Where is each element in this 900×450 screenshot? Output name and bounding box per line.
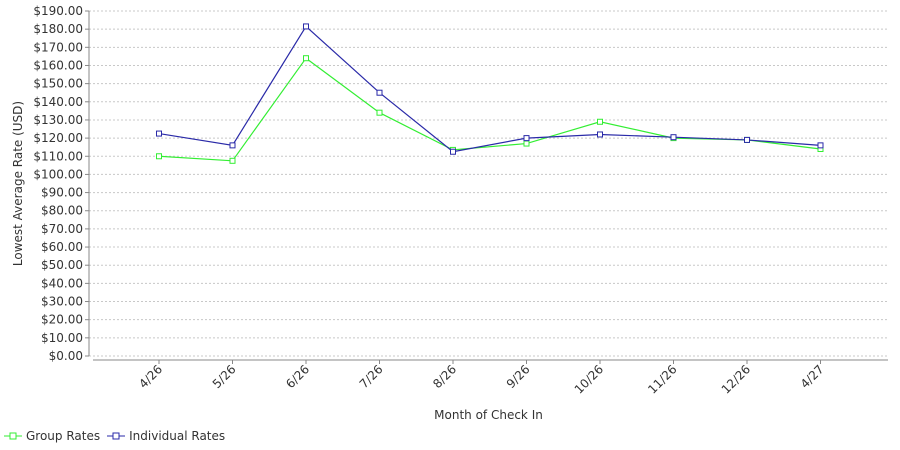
series-layer	[156, 23, 824, 164]
y-axis-title: Lowest Average Rate (USD)	[11, 101, 25, 266]
data-point[interactable]	[450, 148, 456, 155]
data-point[interactable]	[156, 130, 162, 137]
x-tick-label: 11/26	[645, 362, 679, 396]
y-tick-label: $160.00	[33, 58, 83, 72]
data-point[interactable]	[744, 136, 750, 143]
data-point[interactable]	[670, 134, 677, 141]
series-individual-rates	[156, 23, 824, 155]
y-tick-label: $120.00	[33, 131, 83, 145]
y-tick-label: $40.00	[41, 276, 83, 290]
data-point[interactable]	[376, 109, 383, 116]
series-line	[158, 25, 821, 153]
y-tick-label: $50.00	[41, 258, 83, 272]
data-point[interactable]	[523, 135, 530, 142]
y-tick-label: $190.00	[33, 4, 83, 18]
data-point[interactable]	[156, 153, 162, 160]
x-tick-label: 5/26	[210, 362, 239, 391]
y-tick-label: $130.00	[33, 113, 83, 127]
legend-label-group-rates: Group Rates	[26, 429, 101, 443]
y-tick-label: $150.00	[33, 77, 83, 91]
y-tick-label: $170.00	[33, 40, 83, 54]
y-tick-label: $140.00	[33, 95, 83, 109]
x-tick-label: 6/26	[283, 362, 312, 391]
data-point[interactable]	[229, 157, 236, 164]
data-point[interactable]	[229, 142, 236, 149]
series-group-rates	[156, 55, 824, 164]
data-point[interactable]	[376, 89, 383, 96]
x-tick-label: 4/26	[136, 362, 165, 391]
grid-lines	[89, 10, 888, 357]
line-chart: $0.00 $10.00 $20.00 $30.00 $40.00 $50.00 $60.0…	[11, 4, 888, 422]
legend: Group Rates Individual Rates	[4, 429, 232, 443]
data-point[interactable]	[817, 142, 824, 149]
x-axis-ticks: 4/26 5/26 6/26 7/26 8/26 9/26 10/26 11/26 12/26 4…	[136, 360, 827, 397]
y-tick-label: $110.00	[33, 149, 83, 163]
y-tick-label: $180.00	[33, 22, 83, 36]
y-tick-label: $90.00	[41, 186, 83, 200]
y-tick-label: $70.00	[41, 222, 83, 236]
y-tick-label: $80.00	[41, 204, 83, 218]
x-tick-label: 9/26	[504, 362, 533, 391]
x-tick-label: 10/26	[572, 362, 606, 396]
x-tick-label: 12/26	[719, 362, 753, 396]
x-tick-label: 7/26	[357, 362, 386, 391]
y-tick-label: $60.00	[41, 240, 83, 254]
legend-item-group-rates[interactable]: Group Rates	[4, 429, 100, 443]
data-point[interactable]	[303, 55, 309, 62]
legend-label-individual-rates: Individual Rates	[129, 429, 226, 443]
x-axis-title: Month of Check In	[434, 408, 543, 422]
group-rates-swatch-icon	[4, 432, 22, 440]
data-point[interactable]	[303, 23, 309, 30]
y-axis-ticks: $0.00 $10.00 $20.00 $30.00 $40.00 $50.00 $60.0…	[33, 4, 89, 363]
y-tick-label: $10.00	[41, 331, 83, 345]
legend-item-individual-rates[interactable]: Individual Rates	[107, 429, 225, 443]
x-tick-label: 4/27	[798, 362, 827, 391]
individual-rates-swatch-icon	[107, 432, 126, 440]
data-point[interactable]	[597, 118, 603, 125]
y-tick-label: $30.00	[41, 295, 83, 309]
y-tick-label: $0.00	[49, 349, 83, 363]
data-point[interactable]	[597, 131, 603, 138]
data-point[interactable]	[523, 140, 530, 147]
x-tick-label: 8/26	[430, 362, 459, 391]
y-tick-label: $20.00	[41, 313, 83, 327]
y-tick-label: $100.00	[33, 167, 83, 181]
